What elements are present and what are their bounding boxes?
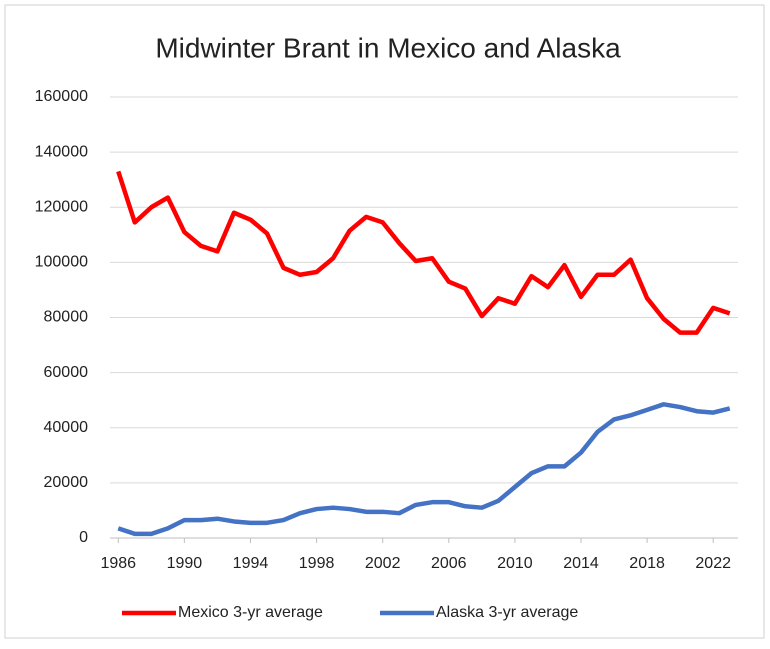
series-line <box>116 170 731 335</box>
y-tick-label: 0 <box>79 529 88 546</box>
legend-label: Alaska 3-yr average <box>436 604 578 621</box>
y-tick-label: 80000 <box>44 309 89 326</box>
legend-label: Mexico 3-yr average <box>178 604 323 621</box>
y-tick-label: 140000 <box>35 143 88 160</box>
y-tick-label: 60000 <box>44 364 89 381</box>
chart-border <box>4 4 765 639</box>
y-tick-label: 160000 <box>35 88 88 105</box>
x-tick-label: 2018 <box>629 555 665 572</box>
y-tick-label: 100000 <box>35 254 88 271</box>
x-tick-label: 2002 <box>365 555 401 572</box>
y-tick-label: 120000 <box>35 198 88 215</box>
x-tick-label: 1998 <box>299 555 335 572</box>
x-tick-label: 2010 <box>497 555 533 572</box>
x-tick-label: 2022 <box>695 555 731 572</box>
x-tick-label: 1990 <box>167 555 203 572</box>
x-tick-label: 2006 <box>431 555 467 572</box>
chart-title: Midwinter Brant in Mexico and Alaska <box>155 32 621 63</box>
x-tick-label: 1994 <box>233 555 269 572</box>
y-tick-label: 40000 <box>44 419 89 436</box>
series-line <box>117 402 731 537</box>
x-tick-label: 2014 <box>563 555 599 572</box>
x-tick-label: 1986 <box>100 555 136 572</box>
y-tick-label: 20000 <box>44 474 89 491</box>
